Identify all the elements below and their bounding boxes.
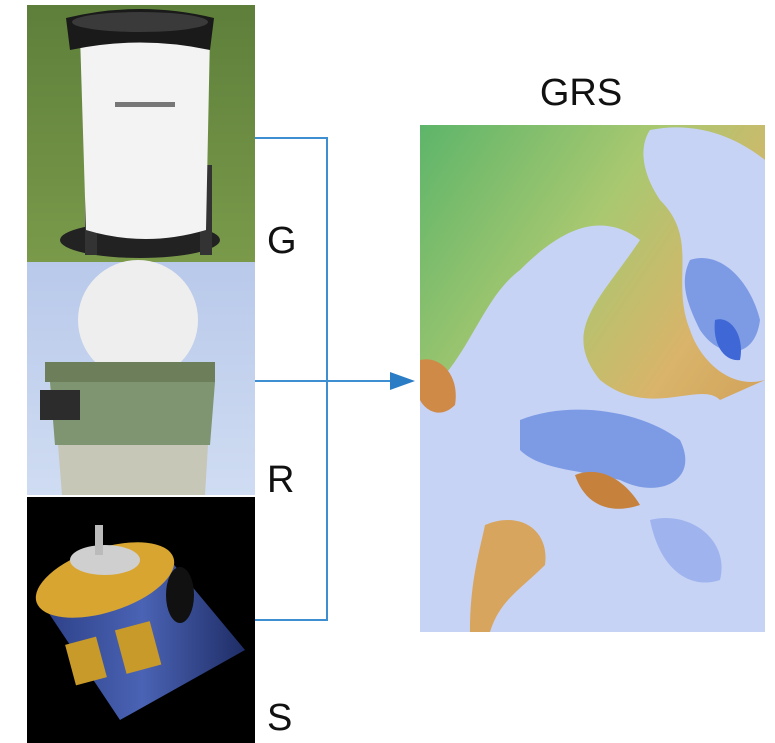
node-label: R (267, 459, 294, 501)
arrow-head (390, 372, 415, 390)
node-label: S (267, 697, 292, 739)
grs-map (420, 125, 765, 632)
satellite-image (27, 497, 255, 743)
diagram: G R S GRS (0, 0, 775, 743)
page: G R S GRS (() => { const data = JSON.par… (0, 0, 775, 743)
gauge-image (27, 5, 255, 262)
radar-image (27, 260, 255, 495)
node-label: G (267, 220, 297, 262)
connector (255, 138, 392, 620)
output-label: GRS (540, 72, 622, 114)
